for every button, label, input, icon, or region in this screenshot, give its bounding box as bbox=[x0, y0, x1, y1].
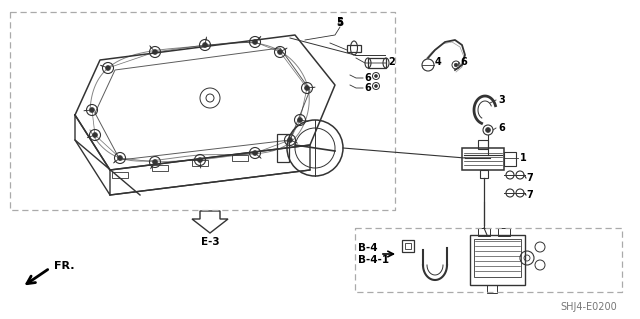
Text: FR.: FR. bbox=[54, 261, 74, 271]
Text: 6: 6 bbox=[498, 123, 505, 133]
Bar bbox=[232, 155, 248, 161]
Bar bbox=[192, 160, 208, 166]
Circle shape bbox=[298, 117, 303, 122]
Text: 6: 6 bbox=[365, 83, 371, 93]
Circle shape bbox=[278, 49, 282, 55]
Text: 3: 3 bbox=[498, 95, 505, 105]
Bar bbox=[402, 240, 414, 252]
Bar bbox=[487, 285, 497, 293]
Bar bbox=[504, 152, 516, 166]
Circle shape bbox=[198, 158, 202, 162]
Bar bbox=[478, 228, 490, 236]
Circle shape bbox=[90, 108, 95, 113]
Circle shape bbox=[152, 160, 157, 165]
Text: 7: 7 bbox=[526, 190, 532, 200]
Text: B-4-1: B-4-1 bbox=[358, 255, 389, 265]
Bar bbox=[480, 170, 488, 178]
Bar bbox=[474, 239, 521, 277]
Bar bbox=[112, 172, 128, 178]
Circle shape bbox=[305, 85, 310, 91]
Text: 7: 7 bbox=[526, 173, 532, 183]
Text: 5: 5 bbox=[337, 17, 344, 27]
Bar bbox=[498, 228, 510, 236]
Circle shape bbox=[202, 42, 207, 48]
Text: 6: 6 bbox=[460, 57, 467, 67]
Text: B-4: B-4 bbox=[358, 243, 378, 253]
Text: 6: 6 bbox=[365, 73, 371, 83]
Circle shape bbox=[374, 85, 378, 87]
Circle shape bbox=[106, 65, 111, 70]
Text: 2: 2 bbox=[388, 57, 396, 67]
Bar bbox=[347, 45, 361, 52]
Bar bbox=[152, 165, 168, 171]
Circle shape bbox=[454, 63, 458, 67]
Circle shape bbox=[118, 155, 122, 160]
Circle shape bbox=[253, 40, 257, 44]
Bar bbox=[368, 58, 386, 68]
Circle shape bbox=[253, 151, 257, 155]
Bar bbox=[470, 235, 525, 285]
Circle shape bbox=[486, 128, 490, 132]
Bar bbox=[405, 243, 411, 249]
Text: 1: 1 bbox=[520, 153, 527, 163]
Text: SHJ4-E0200: SHJ4-E0200 bbox=[560, 302, 617, 312]
Bar bbox=[478, 140, 488, 149]
Text: E-3: E-3 bbox=[201, 237, 220, 247]
Text: 4: 4 bbox=[435, 57, 442, 67]
Bar bbox=[462, 148, 504, 170]
Circle shape bbox=[374, 75, 378, 78]
Text: 5: 5 bbox=[337, 18, 344, 28]
Circle shape bbox=[287, 137, 292, 143]
Circle shape bbox=[93, 132, 97, 137]
Circle shape bbox=[152, 49, 157, 55]
Bar bbox=[277, 134, 289, 162]
